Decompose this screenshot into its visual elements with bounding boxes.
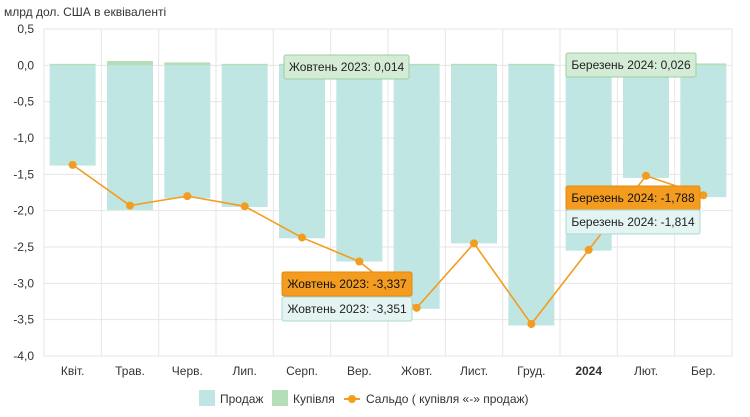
legend-label[interactable]: Купівля — [293, 392, 335, 406]
tooltip-label: Жовтень 2023: -3,351 — [287, 302, 407, 316]
x-tick-label: Груд. — [517, 364, 545, 378]
y-tick-label: 0,0 — [17, 58, 34, 72]
bar-sales[interactable] — [393, 65, 440, 309]
bar-purchase[interactable] — [508, 63, 555, 66]
balance-point[interactable] — [642, 171, 650, 180]
balance-point[interactable] — [699, 191, 708, 200]
bar-sales[interactable] — [164, 65, 211, 199]
legend-label[interactable]: Сальдо ( купівля «-» продаж) — [366, 392, 529, 406]
balance-point[interactable] — [584, 245, 593, 254]
x-tick-label: Лип. — [232, 364, 256, 378]
legend-label[interactable]: Продаж — [220, 392, 263, 406]
tooltip-label: Жовтень 2023: 0,014 — [289, 60, 405, 74]
bar-purchase[interactable] — [164, 62, 211, 66]
bar-sales[interactable] — [508, 65, 555, 326]
x-tick-label: Черв. — [172, 364, 203, 378]
tooltip-box — [565, 52, 697, 78]
balance-point[interactable] — [240, 202, 249, 211]
y-tick-label: -3,0 — [13, 276, 34, 290]
balance-point[interactable] — [68, 160, 77, 169]
bar-sales[interactable] — [623, 65, 669, 178]
bar-sales[interactable] — [680, 65, 727, 198]
tooltip-label: Березень 2024: -1,788 — [571, 191, 695, 205]
legend-swatch[interactable] — [272, 390, 288, 406]
balance-point[interactable] — [355, 257, 364, 266]
balance-point[interactable] — [412, 303, 421, 312]
x-tick-label: Лют. — [634, 364, 658, 378]
legend-swatch-marker[interactable] — [348, 395, 356, 403]
bar-purchase[interactable] — [221, 63, 268, 66]
y-tick-label: 0,5 — [17, 22, 34, 36]
x-tick-label: Жовт. — [401, 364, 432, 378]
legend-swatch[interactable] — [199, 390, 215, 406]
bar-purchase[interactable] — [107, 60, 153, 66]
y-tick-label: -3,5 — [13, 313, 34, 327]
bar-sales[interactable] — [451, 65, 497, 244]
balance-point[interactable] — [126, 201, 134, 210]
tooltip-box — [281, 271, 413, 297]
bar-sales[interactable] — [336, 65, 383, 262]
bar-purchase[interactable] — [680, 63, 727, 66]
tooltip-box — [565, 209, 701, 235]
bar-purchase[interactable] — [49, 63, 96, 66]
x-tick-label: Серп. — [286, 364, 318, 378]
bar-sales[interactable] — [107, 65, 153, 210]
y-tick-label: -0,5 — [13, 95, 34, 109]
bar-sales[interactable] — [49, 65, 96, 166]
y-tick-label: -1,0 — [13, 131, 34, 145]
y-tick-label: -4,0 — [13, 349, 34, 363]
balance-point[interactable] — [183, 192, 192, 201]
bar-purchase[interactable] — [393, 63, 440, 66]
x-tick-label: Лист. — [460, 364, 488, 378]
tooltip-label: Жовтень 2023: -3,337 — [287, 277, 407, 291]
balance-point[interactable] — [298, 233, 306, 242]
balance-point[interactable] — [470, 239, 478, 248]
y-tick-label: -2,0 — [13, 204, 34, 218]
bar-sales[interactable] — [221, 65, 268, 208]
x-tick-label: Бер. — [691, 364, 716, 378]
x-tick-label: Вер. — [347, 364, 372, 378]
y-tick-label: -2,5 — [13, 240, 34, 254]
tooltip-box — [283, 54, 410, 80]
x-tick-label: Трав. — [115, 364, 145, 378]
tooltip-label: Березень 2024: -1,814 — [571, 215, 695, 229]
x-tick-label: 2024 — [575, 364, 602, 378]
bar-purchase[interactable] — [451, 63, 497, 66]
balance-point[interactable] — [527, 320, 536, 329]
bar-sales[interactable] — [279, 65, 325, 239]
unit-label: млрд дол. США в еквіваленті — [4, 5, 167, 19]
y-tick-label: -1,5 — [13, 167, 34, 181]
x-tick-label: Квіт. — [61, 364, 85, 378]
tooltip-label: Березень 2024: 0,026 — [571, 58, 691, 72]
tooltip-box — [281, 296, 413, 322]
